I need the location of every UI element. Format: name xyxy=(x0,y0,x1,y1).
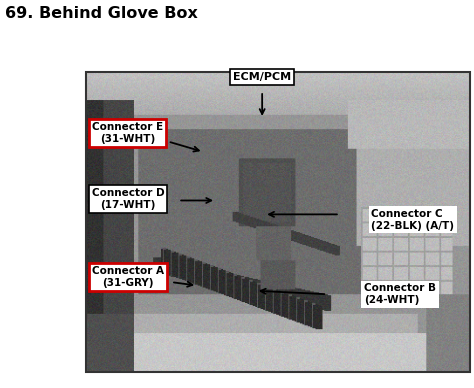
Text: 69. Behind Glove Box: 69. Behind Glove Box xyxy=(5,6,198,21)
Text: Connector D
(17-WHT): Connector D (17-WHT) xyxy=(91,188,164,210)
Text: ECM/PCM: ECM/PCM xyxy=(233,72,291,82)
Text: Connector A
(31-GRY): Connector A (31-GRY) xyxy=(92,266,164,288)
Text: Connector B
(24-WHT): Connector B (24-WHT) xyxy=(364,283,436,305)
Text: Connector C
(22-BLK) (A/T): Connector C (22-BLK) (A/T) xyxy=(371,209,454,230)
Bar xyxy=(86,72,470,372)
Text: Connector E
(31-WHT): Connector E (31-WHT) xyxy=(92,122,164,144)
